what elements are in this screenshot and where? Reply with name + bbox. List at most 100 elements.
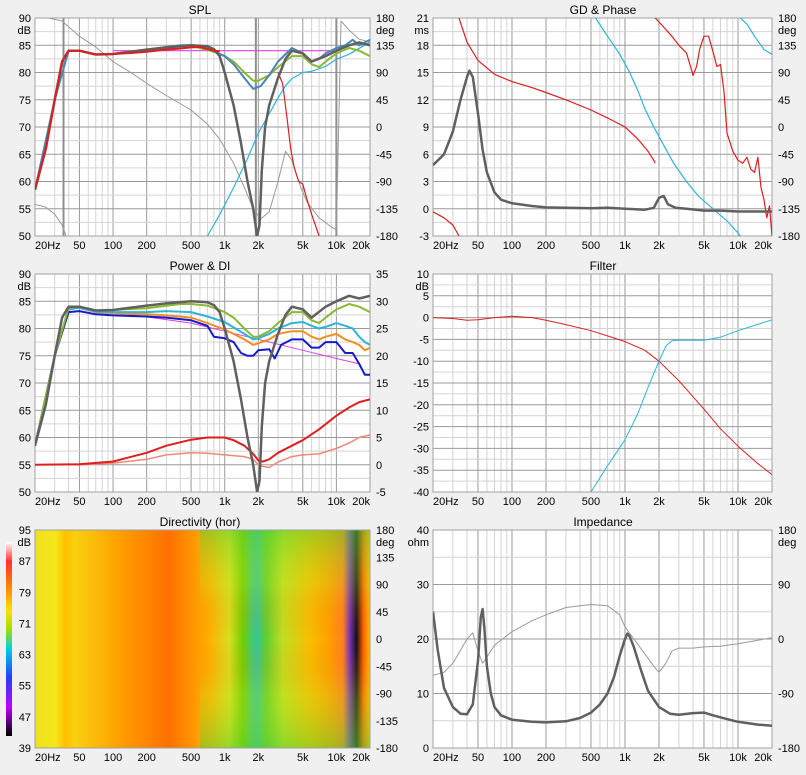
- y-tick-label: 71: [19, 618, 31, 630]
- y-tick-label: -15: [413, 378, 429, 390]
- chart-title: Impedance: [573, 515, 633, 529]
- x-tick-label: 500: [582, 496, 600, 508]
- y2-tick-label: -180: [376, 743, 398, 755]
- x-tick-label: 10k: [729, 752, 747, 764]
- y-tick-label: 20: [417, 634, 429, 646]
- y-tick-label: 90: [19, 269, 31, 281]
- y-tick-label: 75: [19, 95, 31, 107]
- y-tick-label: 47: [19, 712, 31, 724]
- y-tick-label: -5: [419, 334, 429, 346]
- y2-tick-label: 180: [376, 13, 394, 25]
- y2-tick-label: 0: [778, 634, 784, 646]
- y2-unit-label: deg: [376, 537, 394, 549]
- x-tick-label: 500: [582, 240, 600, 252]
- y-tick-label: -30: [413, 443, 429, 455]
- x-tick-label: 20k: [352, 240, 370, 252]
- series-group: [433, 604, 772, 727]
- y-tick-label: 21: [417, 13, 429, 25]
- x-tick-label: 20Hz: [433, 496, 459, 508]
- series-line-1: [433, 607, 772, 727]
- y2-tick-label: 25: [376, 324, 388, 336]
- y2-tick-label: 135: [778, 40, 796, 52]
- x-tick-label: 10k: [328, 496, 346, 508]
- series-line-0: [433, 211, 460, 236]
- y2-tick-label: 45: [778, 95, 790, 107]
- y-unit-label: ohm: [408, 537, 429, 549]
- y-tick-label: 70: [19, 378, 31, 390]
- y-tick-label: 10: [417, 269, 429, 281]
- x-tick-label: 500: [182, 752, 200, 764]
- plot-frame: [34, 529, 371, 749]
- y2-tick-label: 0: [376, 634, 382, 646]
- x-tick-label: 5k: [698, 240, 710, 252]
- series-line-1: [458, 18, 656, 164]
- y2-tick-label: 180: [376, 525, 394, 537]
- series-line-4: [35, 306, 370, 446]
- x-tick-label: 500: [182, 496, 200, 508]
- series-group: [433, 18, 772, 236]
- y2-tick-label: 20: [376, 351, 388, 363]
- y-tick-label: -20: [413, 400, 429, 412]
- x-tick-label: 200: [137, 240, 155, 252]
- y2-tick-label: -5: [376, 487, 386, 499]
- y2-tick-label: 35: [376, 269, 388, 281]
- y2-tick-label: -45: [778, 149, 794, 161]
- y-tick-label: 55: [19, 204, 31, 216]
- y-tick-label: 50: [19, 487, 31, 499]
- series-line-4: [739, 18, 772, 55]
- y-tick-label: 3: [423, 177, 429, 189]
- y2-tick-label: 135: [376, 40, 394, 52]
- x-tick-label: 2k: [653, 496, 665, 508]
- y2-tick-label: -180: [376, 231, 398, 243]
- x-tick-label: 10k: [729, 240, 747, 252]
- series-line-2: [654, 18, 772, 236]
- x-tick-label: 20k: [754, 752, 772, 764]
- y2-tick-label: 180: [778, 525, 796, 537]
- x-tick-label: 50: [73, 752, 85, 764]
- x-tick-label: 1k: [619, 752, 631, 764]
- x-tick-label: 1k: [619, 496, 631, 508]
- x-tick-label: 2k: [253, 240, 265, 252]
- chart-directivity: Directivity (hor) 20Hz 50 100 200 500 1k 2k 5k 10…: [6, 515, 398, 764]
- series-line-2: [35, 398, 370, 466]
- y2-tick-label: 90: [376, 580, 388, 592]
- x-tick-label: 200: [537, 752, 555, 764]
- y-tick-label: 12: [417, 95, 429, 107]
- y-unit-label: dB: [18, 25, 31, 37]
- x-tick-label: 200: [137, 496, 155, 508]
- y2-unit-label: deg: [778, 537, 796, 549]
- series-line-3: [206, 41, 370, 236]
- chart-gd_phase: GD & Phase 20Hz 50 100 200 500 1k 2k 5k 10k 20k 21 1…: [414, 3, 800, 252]
- x-tick-label: 500: [182, 240, 200, 252]
- x-tick-label: 2k: [253, 752, 265, 764]
- y-tick-label: 85: [19, 40, 31, 52]
- x-tick-label: 100: [104, 752, 122, 764]
- y-tick-label: 60: [19, 177, 31, 189]
- heatmap-overlay: [199, 530, 370, 748]
- x-tick-label: 20k: [352, 496, 370, 508]
- plot-frame: [432, 17, 773, 237]
- chart-title: Power & DI: [170, 259, 231, 273]
- y-tick-label: 85: [19, 296, 31, 308]
- x-tick-label: 10k: [729, 496, 747, 508]
- y2-tick-label: -45: [376, 661, 392, 673]
- x-tick-label: 1k: [219, 240, 231, 252]
- y2-unit-label: deg: [778, 25, 796, 37]
- series-line-0: [113, 311, 360, 365]
- x-tick-label: 50: [73, 496, 85, 508]
- x-tick-label: 100: [503, 752, 521, 764]
- y2-tick-label: 0: [376, 460, 382, 472]
- x-tick-label: 20k: [754, 496, 772, 508]
- x-tick-label: 50: [472, 240, 484, 252]
- chart-title: GD & Phase: [570, 3, 637, 17]
- y-tick-label: 90: [19, 13, 31, 25]
- y-tick-label: 80: [19, 68, 31, 80]
- y2-tick-label: 180: [778, 13, 796, 25]
- y2-tick-label: -135: [376, 204, 398, 216]
- y-unit-label: ms: [414, 25, 429, 37]
- y-unit-label: dB: [18, 537, 31, 549]
- series-group: [433, 315, 772, 492]
- series-group: [35, 294, 370, 492]
- x-tick-label: 20Hz: [433, 752, 459, 764]
